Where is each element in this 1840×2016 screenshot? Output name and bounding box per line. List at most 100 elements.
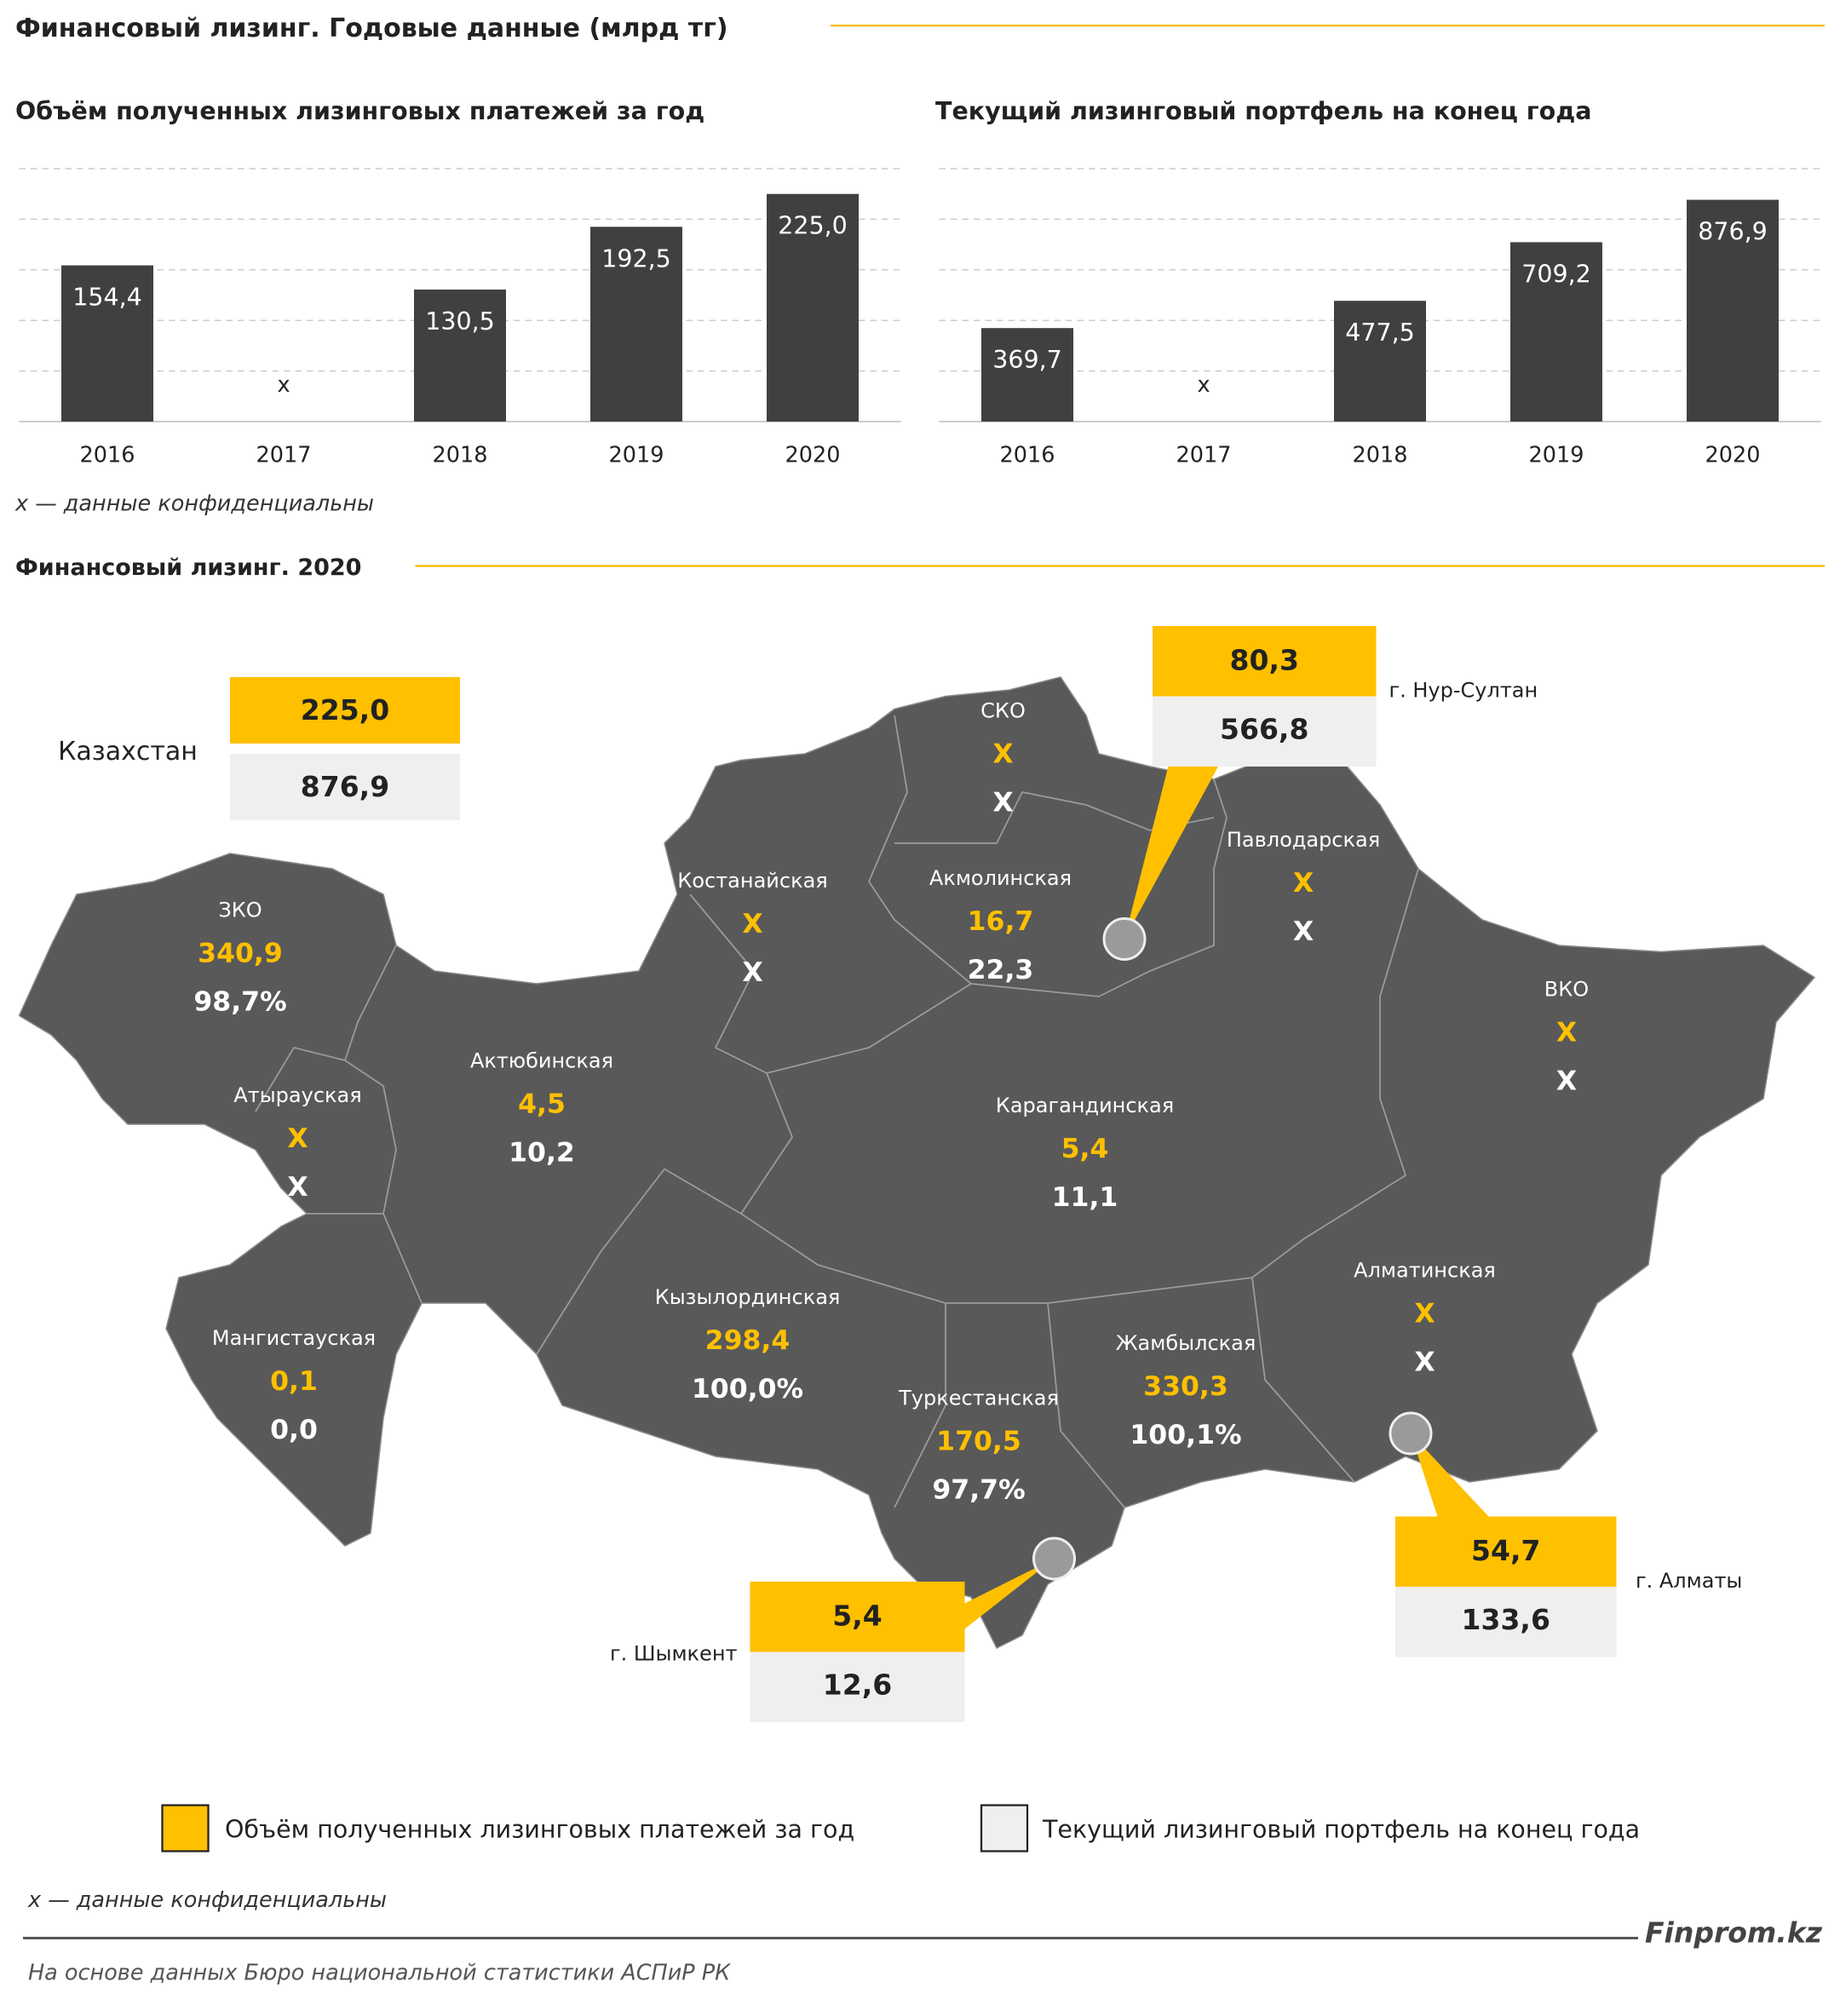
callout-pointer [1124, 762, 1221, 939]
total-box [230, 754, 460, 820]
callout-pointer [1411, 1433, 1489, 1517]
value-label: x [1197, 372, 1210, 398]
region-payments: 298,4 [705, 1325, 791, 1356]
city-name: г. Нур-Султан [1389, 679, 1538, 703]
region-portfolio: X [287, 1172, 308, 1203]
legend-label: Объём полученных лизинговых платежей за … [225, 1816, 854, 1844]
region-payments: X [1293, 868, 1314, 899]
region-name: ВКО [1544, 978, 1589, 1002]
region-name: Атырауская [233, 1083, 361, 1107]
region-portfolio: X [1414, 1347, 1435, 1378]
total-portfolio: 876,9 [301, 770, 389, 803]
source: На основе данных Бюро национальной стати… [28, 1961, 732, 1986]
region-portfolio: X [1556, 1066, 1577, 1097]
region-payments: X [992, 739, 1013, 770]
region-payments: X [287, 1123, 308, 1154]
legend-swatch [980, 1804, 1029, 1852]
bar [767, 193, 859, 422]
region-portfolio: 0,0 [270, 1415, 318, 1445]
callout-box [750, 1651, 965, 1722]
city-marker [1032, 1536, 1076, 1581]
x-tick-label: 2017 [256, 443, 312, 468]
bar [590, 227, 682, 422]
chart-title: Текущий лизинговый портфель на конец год… [935, 97, 1591, 125]
bar [981, 328, 1073, 422]
city-payments: 80,3 [1230, 644, 1299, 677]
total-box [230, 677, 460, 744]
region-payments: X [1414, 1299, 1435, 1330]
bar [1687, 199, 1779, 422]
region-name: Алматинская [1354, 1259, 1496, 1283]
brand: Finprom.kz [1645, 1916, 1823, 1950]
region-name: ЗКО [218, 899, 262, 922]
region-payments: 5,4 [1061, 1134, 1109, 1164]
region-portfolio: 97,7% [932, 1475, 1025, 1506]
bar [1334, 301, 1426, 422]
value-label: 154,4 [72, 284, 142, 312]
region-name: СКО [980, 699, 1026, 723]
region-name: Кызылординская [655, 1285, 841, 1309]
region-payments: 330,3 [1143, 1371, 1228, 1402]
value-label: 225,0 [778, 212, 848, 240]
region-payments: 340,9 [198, 939, 283, 969]
callout-box [1395, 1516, 1617, 1587]
region-name: Мангистауская [212, 1326, 376, 1350]
city-marker [1389, 1411, 1433, 1456]
note: x — данные конфиденциальны [27, 1887, 387, 1913]
bar [414, 289, 506, 422]
region-name: Павлодарская [1227, 828, 1380, 852]
x-tick-label: 2019 [1529, 443, 1584, 468]
value-label: 709,2 [1521, 260, 1591, 288]
map [18, 676, 1816, 1650]
region-portfolio: X [742, 957, 762, 988]
x-tick-label: 2017 [1176, 443, 1232, 468]
value-label: x [277, 372, 290, 398]
region-name: Акмолинская [929, 866, 1072, 890]
region-portfolio: 98,7% [193, 987, 286, 1018]
region-payments: X [1556, 1018, 1577, 1048]
x-tick-label: 2016 [80, 443, 135, 468]
region-name: Жамбылская [1116, 1331, 1256, 1355]
region-name: Актюбинская [470, 1049, 613, 1073]
city-payments: 5,4 [832, 1600, 882, 1633]
city-portfolio: 133,6 [1462, 1603, 1550, 1636]
region-portfolio: 22,3 [968, 955, 1034, 985]
map-title: Финансовый лизинг. 2020 [15, 554, 361, 581]
city-name: г. Алматы [1636, 1569, 1742, 1593]
region-payments: 170,5 [936, 1427, 1021, 1457]
value-label: 192,5 [601, 244, 671, 273]
x-tick-label: 2019 [609, 443, 664, 468]
value-label: 369,7 [992, 346, 1062, 374]
x-tick-label: 2020 [785, 443, 841, 468]
page-title: Финансовый лизинг. Годовые данные (млрд … [15, 14, 728, 43]
value-label: 876,9 [1698, 218, 1768, 246]
region-payments: 4,5 [518, 1089, 566, 1120]
city-portfolio: 12,6 [823, 1669, 892, 1702]
region-payments: 0,1 [270, 1366, 318, 1397]
x-tick-label: 2018 [433, 443, 488, 468]
legend-swatch [161, 1804, 210, 1852]
chart-title: Объём полученных лизинговых платежей за … [15, 97, 704, 125]
city-name: г. Шымкент [610, 1642, 738, 1666]
region-portfolio: 100,0% [692, 1374, 803, 1404]
callout-box [1153, 626, 1377, 697]
region-portfolio: X [1293, 916, 1314, 947]
region-portfolio: 11,1 [1052, 1182, 1118, 1213]
bar [1510, 242, 1602, 422]
callout-box [1153, 696, 1377, 767]
region-name: Костанайская [677, 869, 827, 893]
x-tick-label: 2020 [1705, 443, 1761, 468]
region-payments: X [742, 909, 762, 939]
region-portfolio: X [992, 788, 1013, 818]
value-label: 130,5 [425, 307, 495, 336]
city-marker [1102, 917, 1147, 961]
bar [61, 265, 153, 422]
legend: Объём полученных лизинговых платежей за … [161, 1804, 1640, 1852]
country-outline [18, 676, 1816, 1650]
total-payments: 225,0 [301, 693, 389, 727]
callout-pointer [964, 1559, 1055, 1629]
total-name: Казахстан [58, 737, 198, 767]
city-portfolio: 566,8 [1220, 713, 1308, 746]
